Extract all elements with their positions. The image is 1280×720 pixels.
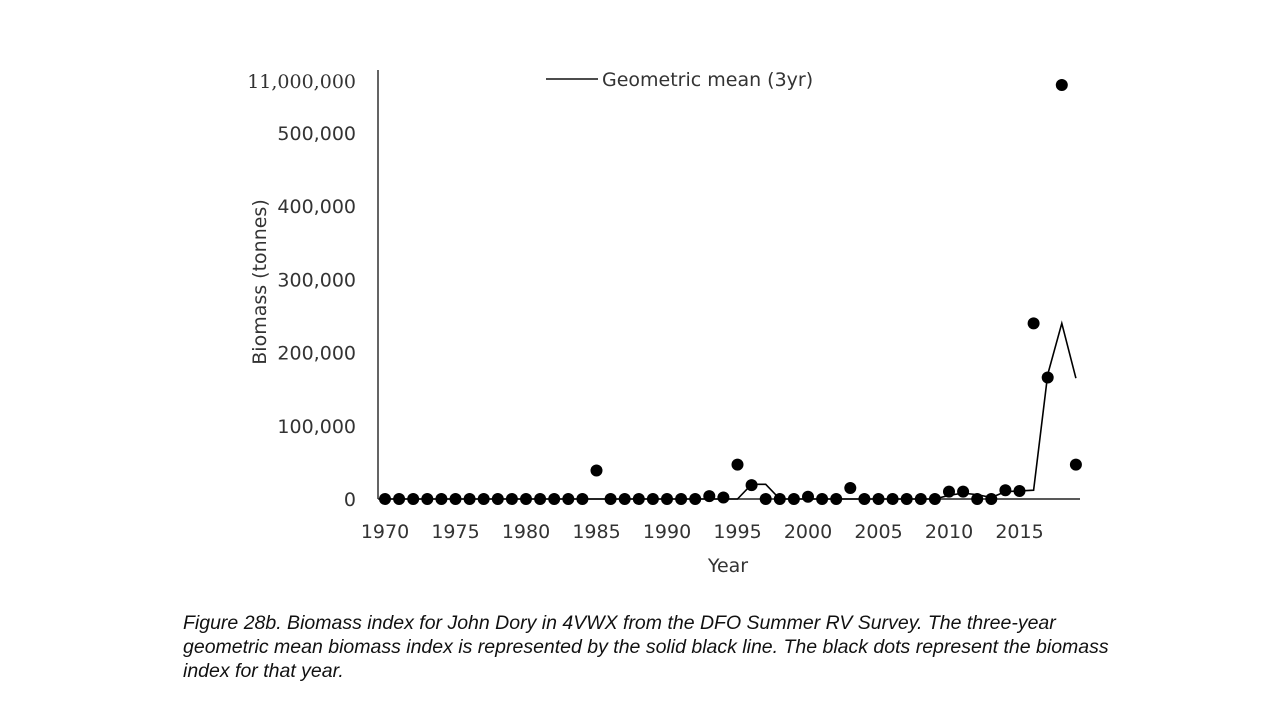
biomass-point: [590, 464, 603, 477]
y-tick-label: 0: [344, 489, 356, 511]
biomass-point: [745, 479, 758, 492]
biomass-point: [548, 493, 561, 505]
biomass-point: [787, 493, 800, 505]
x-tick-label: 1985: [572, 521, 620, 543]
y-tick-label: 11,000,000: [247, 71, 356, 93]
biomass-point: [463, 493, 476, 505]
biomass-point: [675, 493, 688, 505]
x-tick-label: 1995: [713, 521, 761, 543]
biomass-point: [957, 485, 970, 498]
chart-axes: [377, 70, 1080, 500]
biomass-point: [816, 493, 829, 505]
biomass-point: [661, 493, 673, 505]
biomass-point: [759, 493, 772, 505]
y-tick-label: 200,000: [277, 343, 356, 365]
legend: Geometric mean (3yr): [546, 69, 813, 91]
x-tick-label: 1990: [643, 521, 691, 543]
biomass-point: [928, 493, 941, 505]
biomass-point: [844, 482, 857, 495]
biomass-chart: 0 100,000 200,000 300,000 400,000 500,000 11,0…: [247, 69, 1082, 577]
x-tick-label: 1980: [502, 521, 550, 543]
biomass-point: [858, 493, 871, 505]
biomass-point: [576, 493, 589, 505]
biomass-point: [534, 493, 547, 505]
geometric-mean-line: [385, 320, 1077, 500]
y-axis-title: Biomass (tonnes): [249, 199, 271, 365]
biomass-point: [505, 493, 518, 505]
biomass-point: [1013, 484, 1026, 497]
figure-caption: Figure 28b. Biomass index for John Dory …: [183, 612, 1109, 682]
biomass-point: [421, 493, 434, 505]
biomass-point: [646, 493, 659, 505]
x-axis-ticks: 1970 1975 1980 1985 1990 1995 2000 2005 2010 2015: [361, 521, 1044, 543]
biomass-point: [379, 493, 391, 505]
y-tick-label: 400,000: [277, 196, 356, 218]
biomass-point: [1041, 371, 1054, 384]
biomass-point: [773, 493, 786, 505]
y-tick-label: 500,000: [277, 123, 356, 145]
biomass-point: [689, 493, 702, 505]
x-tick-label: 2015: [995, 521, 1043, 543]
biomass-point: [491, 493, 504, 505]
biomass-point: [407, 493, 420, 505]
biomass-point: [604, 493, 617, 505]
y-tick-label: 100,000: [277, 416, 356, 438]
biomass-point: [914, 493, 927, 505]
x-tick-label: 1975: [431, 521, 479, 543]
x-axis-title: Year: [707, 555, 748, 577]
biomass-point: [717, 491, 730, 504]
biomass-points-layer: [379, 79, 1082, 505]
y-axis-ticks: 0 100,000 200,000 300,000 400,000 500,000 11,0…: [247, 71, 356, 511]
biomass-point: [872, 493, 885, 505]
biomass-point: [435, 493, 448, 505]
x-tick-label: 2010: [925, 521, 973, 543]
x-tick-label: 1970: [361, 521, 409, 543]
biomass-point: [477, 493, 490, 505]
biomass-point: [830, 493, 843, 505]
biomass-point: [1069, 458, 1082, 471]
x-tick-label: 2000: [784, 521, 832, 543]
biomass-point: [618, 493, 631, 505]
biomass-point: [520, 493, 532, 505]
biomass-point: [562, 493, 575, 505]
biomass-point: [971, 493, 984, 505]
biomass-point: [802, 490, 814, 503]
x-tick-label: 2005: [854, 521, 902, 543]
biomass-point: [999, 484, 1012, 497]
biomass-point: [703, 490, 716, 503]
biomass-point: [886, 493, 899, 505]
biomass-point: [449, 493, 462, 505]
y-tick-label: 300,000: [277, 269, 356, 291]
biomass-point: [731, 458, 744, 471]
legend-label: Geometric mean (3yr): [602, 69, 813, 91]
biomass-point: [1055, 79, 1068, 91]
geometric-mean-line-layer: [385, 320, 1077, 500]
biomass-point: [632, 493, 645, 505]
biomass-point: [985, 493, 998, 505]
biomass-point: [943, 485, 955, 498]
biomass-point: [1027, 317, 1040, 330]
biomass-point: [900, 493, 913, 505]
biomass-point: [393, 493, 406, 505]
